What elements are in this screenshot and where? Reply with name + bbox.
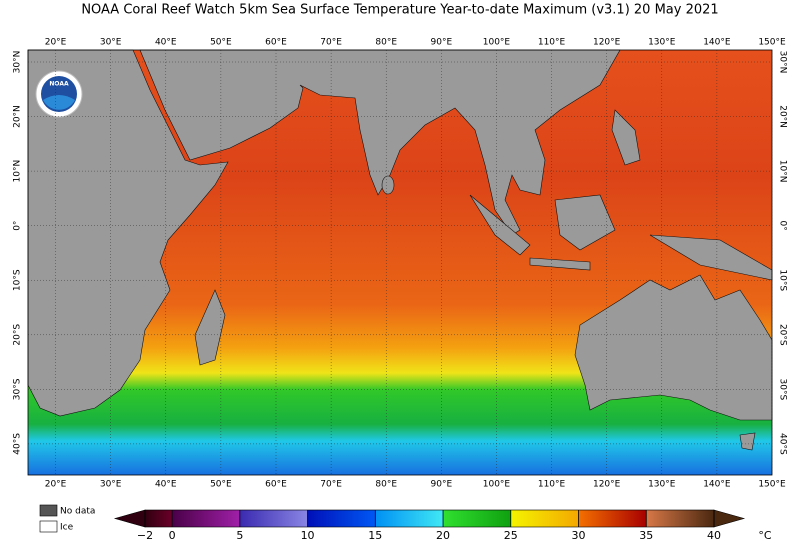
logo-text: NOAA	[49, 81, 69, 88]
lon-label: 60°E	[265, 480, 287, 490]
lon-label: 130°E	[648, 480, 676, 490]
legend-label: Ice	[60, 523, 74, 533]
lon-label: 80°E	[375, 38, 397, 48]
colorbar-segment	[578, 510, 647, 527]
colorbar-segment	[646, 510, 714, 527]
legend-label: No data	[60, 507, 95, 517]
lon-label: 110°E	[538, 480, 566, 490]
colorbar-segment	[307, 510, 376, 527]
lon-label: 140°E	[703, 480, 731, 490]
colorbar-segment	[239, 510, 308, 527]
map-title: NOAA Coral Reef Watch 5km Sea Surface Te…	[81, 3, 718, 18]
lat-label: 30°N	[778, 51, 788, 74]
colorbar-unit: °C	[758, 529, 772, 542]
lon-label: 110°E	[538, 38, 566, 48]
colorbar-segment	[145, 510, 173, 527]
colorbar-label: 10	[301, 529, 315, 542]
lat-label: 20°N	[13, 105, 23, 128]
colorbar-label: 15	[368, 529, 382, 542]
colorbar-arrow	[113, 509, 146, 528]
lon-label: 70°E	[320, 480, 342, 490]
lat-label: 20°N	[778, 105, 788, 128]
colorbar: −2 0 5 10 15 20 25 30 35 40 °C	[113, 509, 772, 542]
map-area	[27, 49, 773, 476]
lon-label: 30°E	[100, 38, 122, 48]
lon-label: 80°E	[375, 480, 397, 490]
lat-label: 40°S	[13, 433, 23, 455]
map-frame	[27, 49, 773, 476]
lon-label: 50°E	[210, 38, 232, 48]
colorbar-label: 40	[707, 529, 721, 542]
lon-label: 100°E	[483, 38, 511, 48]
lon-label: 150°E	[758, 38, 786, 48]
lon-label: 130°E	[648, 38, 676, 48]
lon-label: 90°E	[431, 480, 453, 490]
colorbar-segment	[375, 510, 444, 527]
lat-label: 10°S	[778, 269, 788, 291]
lon-label: 20°E	[45, 38, 67, 48]
lon-label: 140°E	[703, 38, 731, 48]
colorbar-arrow	[713, 509, 746, 528]
lon-label: 120°E	[593, 38, 621, 48]
lat-label: 0°	[778, 221, 788, 231]
lat-label: 30°S	[13, 378, 23, 400]
lat-label: 30°N	[13, 51, 23, 74]
lon-label: 40°E	[155, 38, 177, 48]
legend: No data Ice	[39, 504, 95, 533]
lat-label: 0°	[13, 221, 23, 231]
lon-label: 40°E	[155, 480, 177, 490]
lon-label: 120°E	[593, 480, 621, 490]
lat-label: 20°S	[778, 324, 788, 346]
noaa-logo: NOAA	[35, 70, 83, 118]
colorbar-label: 35	[639, 529, 653, 542]
legend-swatch	[39, 504, 58, 517]
lon-label: 90°E	[431, 38, 453, 48]
lat-label: 10°N	[13, 160, 23, 183]
colorbar-label: −2	[137, 529, 153, 542]
lat-label: 30°S	[778, 379, 788, 401]
land	[27, 49, 773, 451]
lat-label: 10°S	[13, 269, 23, 291]
lon-label: 100°E	[483, 480, 511, 490]
colorbar-segment	[510, 510, 579, 527]
colorbar-label: 0	[169, 529, 176, 542]
lat-label: 10°N	[778, 160, 788, 183]
colorbar-label: 25	[504, 529, 518, 542]
colorbar-label: 5	[236, 529, 243, 542]
lon-label: 150°E	[758, 480, 786, 490]
logo-wave	[43, 95, 75, 110]
legend-swatch	[39, 520, 58, 533]
lon-label: 50°E	[210, 480, 232, 490]
colorbar-label: 30	[572, 529, 586, 542]
colorbar-segment	[172, 510, 240, 527]
lon-label: 20°E	[45, 480, 67, 490]
lon-label: 70°E	[320, 38, 342, 48]
colorbar-segment	[443, 510, 511, 527]
lon-label: 60°E	[265, 38, 287, 48]
lat-label: 20°S	[13, 324, 23, 346]
lon-label: 30°E	[100, 480, 122, 490]
colorbar-label: 20	[436, 529, 450, 542]
lat-label: 40°S	[778, 433, 788, 455]
